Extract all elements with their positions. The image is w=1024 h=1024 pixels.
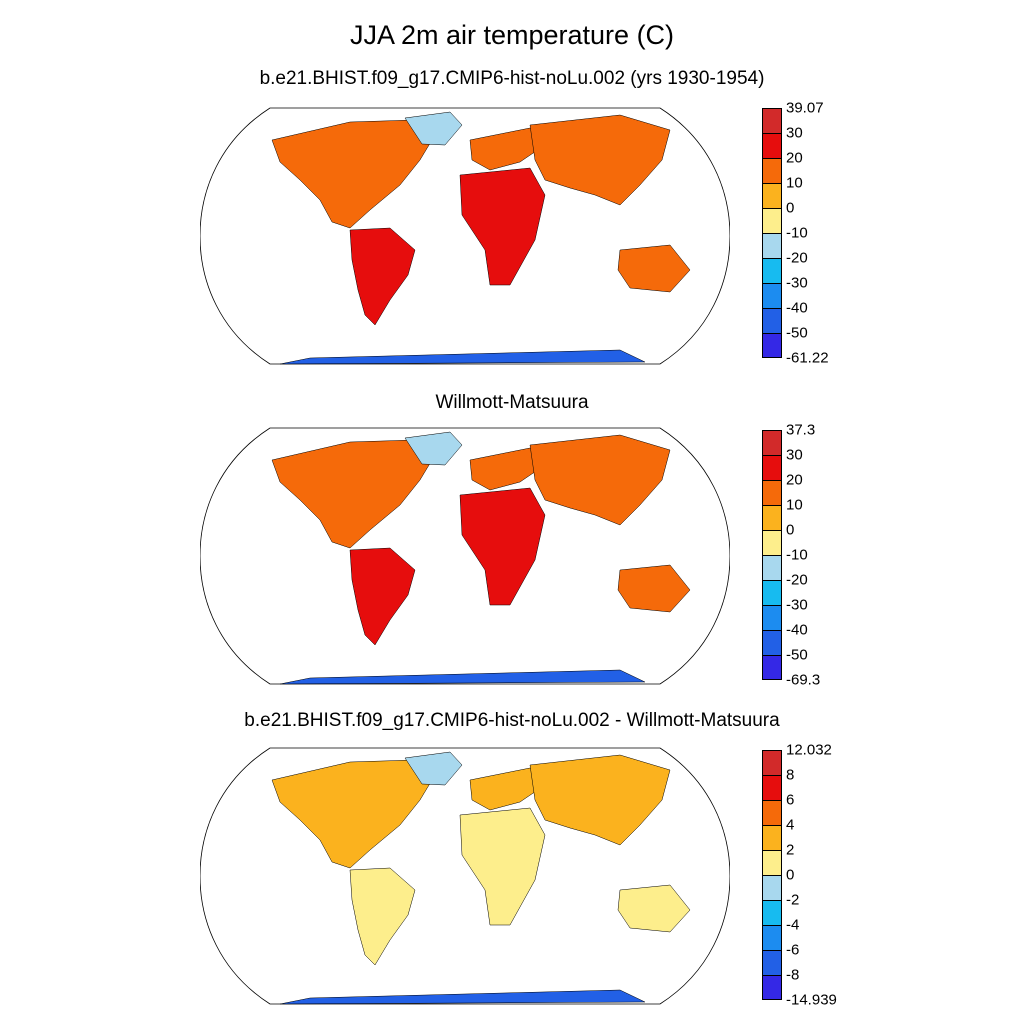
colorbar-tick-label: 37.3 — [786, 421, 816, 439]
colorbar-swatch — [762, 900, 782, 925]
colorbar-swatch — [762, 258, 782, 283]
colorbar-tick-label: 10 — [786, 496, 803, 514]
colorbar-tick-label: -8 — [786, 966, 800, 984]
colorbar-swatch — [762, 480, 782, 505]
colorbar-swatch — [762, 430, 782, 455]
colorbar-tick-label: -20 — [786, 571, 808, 589]
colorbar-tick-label: -10 — [786, 546, 808, 564]
land-asia — [529, 434, 671, 526]
colorbar-swatch — [762, 133, 782, 158]
panel-3-subtitle: b.e21.BHIST.f09_g17.CMIP6-hist-noLu.002 … — [244, 710, 780, 731]
land-greenland — [404, 751, 463, 786]
colorbar-tick-label: 20 — [786, 149, 803, 167]
colorbar-tick-label: -14.939 — [786, 991, 837, 1009]
colorbar-tick-label: -61.22 — [786, 349, 829, 367]
land-asia — [529, 114, 671, 206]
colorbar-swatch — [762, 875, 782, 900]
colorbar-swatch — [762, 333, 782, 358]
panel-2-subtitle: Willmott-Matsuura — [435, 392, 589, 413]
panel-2-map — [200, 427, 730, 685]
land-europe — [469, 767, 546, 811]
colorbar-swatch — [762, 455, 782, 480]
land-europe — [469, 447, 546, 491]
colorbar-swatch — [762, 850, 782, 875]
land-australia — [617, 244, 691, 293]
land-greenland — [404, 431, 463, 466]
colorbar-tick-label: -50 — [786, 324, 808, 342]
colorbar-tick-label: 39.07 — [786, 99, 824, 117]
land-south-america — [349, 867, 416, 966]
colorbar-tick-label: -40 — [786, 621, 808, 639]
land-regions — [271, 751, 691, 1005]
figure-title: JJA 2m air temperature (C) — [349, 20, 675, 50]
colorbar-swatch — [762, 233, 782, 258]
colorbar-swatch — [762, 580, 782, 605]
colorbar-tick-label: -20 — [786, 249, 808, 267]
colorbar-tick-label: 0 — [786, 521, 795, 539]
colorbar-swatch — [762, 630, 782, 655]
colorbar-tick-label: -30 — [786, 596, 808, 614]
land-regions — [271, 111, 691, 365]
colorbar-tick-label: 2 — [786, 841, 795, 859]
land-australia — [617, 564, 691, 613]
colorbar-tick-label: 4 — [786, 816, 795, 834]
colorbar-tick-label: 8 — [786, 766, 795, 784]
land-australia — [617, 884, 691, 933]
colorbar-swatch — [762, 158, 782, 183]
panel-1-map — [200, 107, 730, 365]
land-africa — [459, 807, 546, 926]
colorbar-tick-label: 6 — [786, 791, 795, 809]
land-greenland — [404, 111, 463, 146]
colorbar-swatch — [762, 555, 782, 580]
land-antarctica — [279, 349, 646, 365]
colorbar-tick-label: 30 — [786, 124, 803, 142]
colorbar-tick-label: 12.032 — [786, 741, 832, 759]
colorbar-swatch — [762, 308, 782, 333]
land-asia — [529, 754, 671, 846]
colorbar-swatch — [762, 925, 782, 950]
land-antarctica — [279, 989, 646, 1005]
land-africa — [459, 167, 546, 286]
land-africa — [459, 487, 546, 606]
colorbar-tick-label: 0 — [786, 199, 795, 217]
colorbar-swatch — [762, 283, 782, 308]
colorbar-tick-label: -40 — [786, 299, 808, 317]
colorbar-swatch — [762, 605, 782, 630]
colorbar-swatch — [762, 825, 782, 850]
colorbar-tick-label: -4 — [786, 916, 800, 934]
land-antarctica — [279, 669, 646, 685]
colorbar-swatch — [762, 208, 782, 233]
colorbar-tick-label: -6 — [786, 941, 800, 959]
colorbar-swatch — [762, 775, 782, 800]
panel-1-colorbar — [762, 108, 782, 358]
panel-1-subtitle: b.e21.BHIST.f09_g17.CMIP6-hist-noLu.002 … — [259, 68, 765, 89]
colorbar-tick-label: -10 — [786, 224, 808, 242]
panel-2-colorbar — [762, 430, 782, 680]
colorbar-swatch — [762, 108, 782, 133]
colorbar-tick-label: 0 — [786, 866, 795, 884]
colorbar-tick-label: 10 — [786, 174, 803, 192]
panel-3-colorbar — [762, 750, 782, 1000]
colorbar-swatch — [762, 950, 782, 975]
colorbar-tick-label: -50 — [786, 646, 808, 664]
colorbar-tick-label: -30 — [786, 274, 808, 292]
land-south-america — [349, 547, 416, 646]
land-regions — [271, 431, 691, 685]
colorbar-swatch — [762, 530, 782, 555]
colorbar-swatch — [762, 750, 782, 775]
colorbar-swatch — [762, 655, 782, 680]
panel-3-map — [200, 747, 730, 1005]
colorbar-tick-label: 30 — [786, 446, 803, 464]
land-europe — [469, 127, 546, 171]
colorbar-tick-label: -2 — [786, 891, 800, 909]
colorbar-tick-label: -69.3 — [786, 671, 821, 689]
colorbar-tick-label: 20 — [786, 471, 803, 489]
colorbar-swatch — [762, 800, 782, 825]
colorbar-swatch — [762, 975, 782, 1000]
land-south-america — [349, 227, 416, 326]
colorbar-swatch — [762, 505, 782, 530]
colorbar-swatch — [762, 183, 782, 208]
